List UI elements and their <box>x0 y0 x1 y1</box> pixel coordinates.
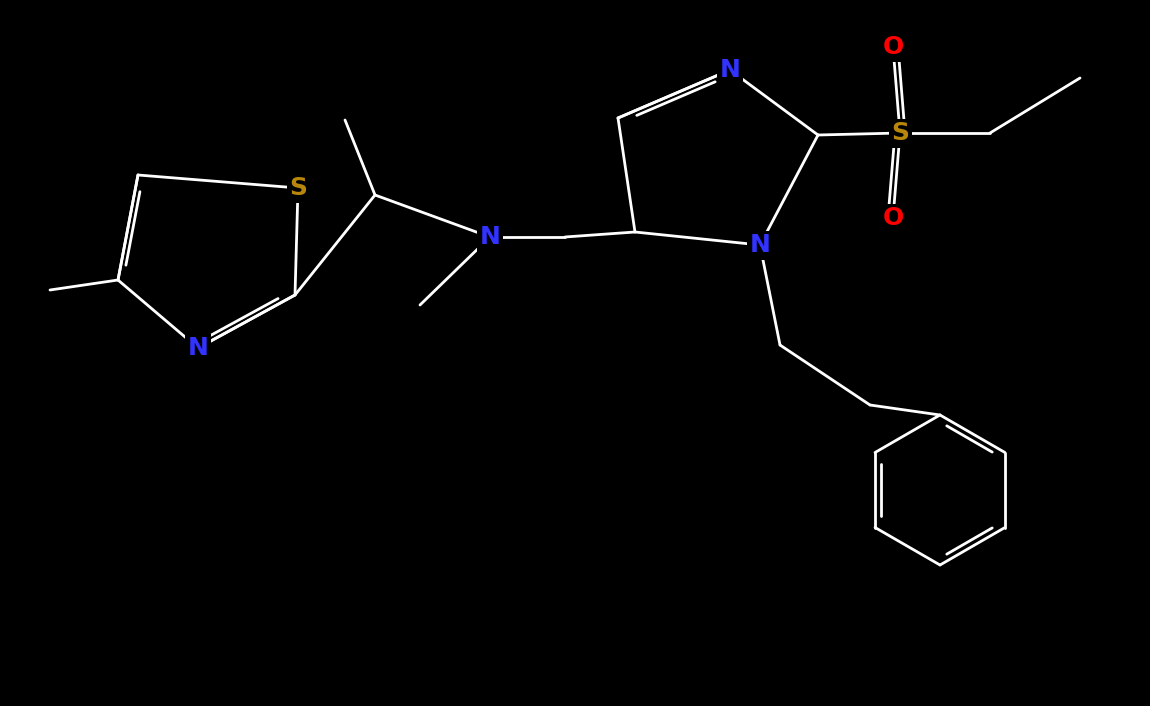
Text: N: N <box>720 58 741 82</box>
Text: S: S <box>289 176 307 200</box>
Text: O: O <box>882 35 904 59</box>
Text: S: S <box>891 121 908 145</box>
Text: N: N <box>750 233 771 257</box>
Text: N: N <box>480 225 500 249</box>
Text: N: N <box>187 336 208 360</box>
Text: O: O <box>882 206 904 230</box>
